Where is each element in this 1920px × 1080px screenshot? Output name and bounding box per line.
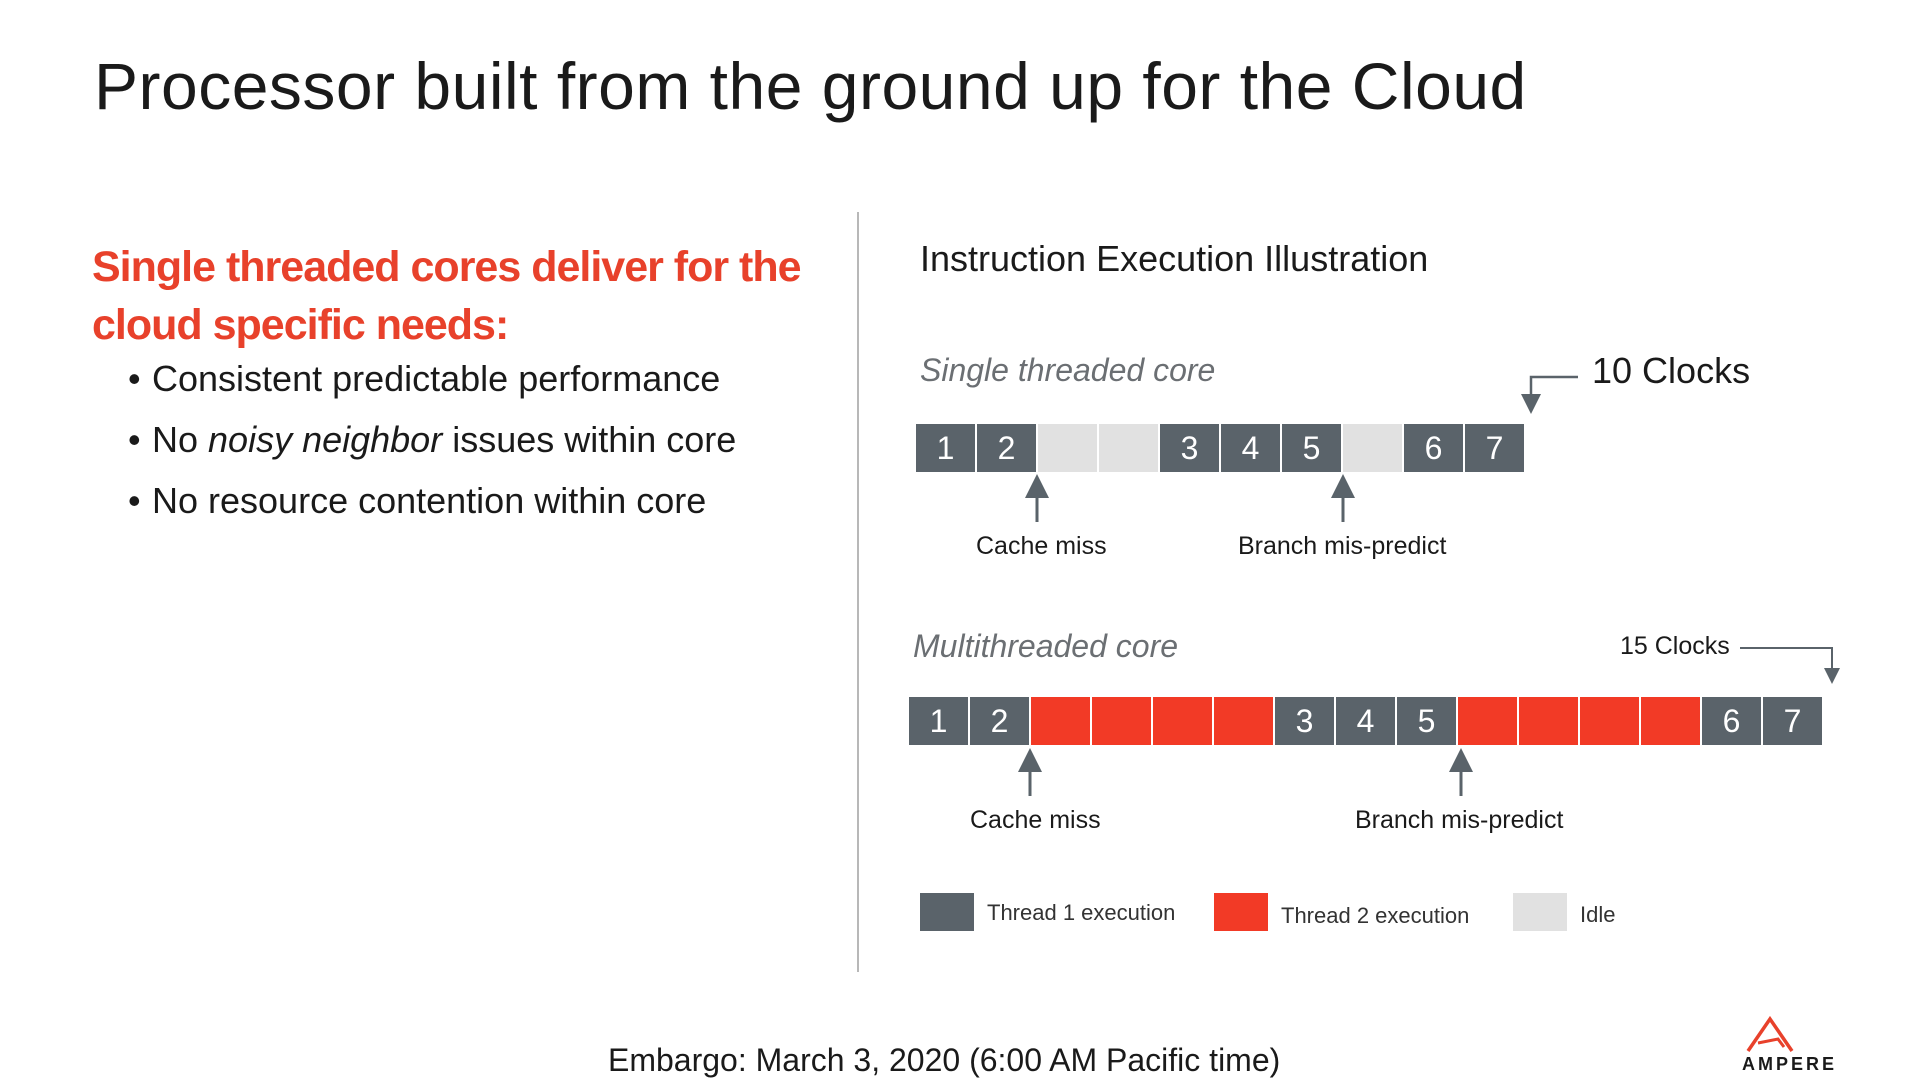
multi-cell-7: 3 <box>1275 697 1334 745</box>
single-cell-6: 4 <box>1221 424 1280 472</box>
vertical-divider <box>857 212 859 972</box>
slide-title: Processor built from the ground up for t… <box>94 49 1527 123</box>
multi-cell-1: 1 <box>909 697 968 745</box>
embargo-footer: Embargo: March 3, 2020 (6:00 AM Pacific … <box>608 1042 1281 1078</box>
multi-cell-9: 5 <box>1397 697 1456 745</box>
multi-cell-8: 4 <box>1336 697 1395 745</box>
single-core-clocks: 10 Clocks <box>1592 350 1751 391</box>
multi-cell-3 <box>1031 697 1090 745</box>
single-cell-9: 6 <box>1404 424 1463 472</box>
bullet-item: • No noisy neighbor issues within core <box>128 419 737 460</box>
legend-thread2-swatch <box>1214 893 1268 931</box>
left-headline: Single threaded cores deliver for the cl… <box>92 243 802 349</box>
multi-cell-15: 7 <box>1763 697 1822 745</box>
single-cell-2: 2 <box>977 424 1036 472</box>
legend-idle-label: Idle <box>1580 902 1616 927</box>
single-cell-10: 7 <box>1465 424 1524 472</box>
multi-cell-5 <box>1153 697 1212 745</box>
multi-cell-14: 6 <box>1702 697 1761 745</box>
single-core-label: Single threaded core <box>920 352 1216 388</box>
multi-core-clocks: 15 Clocks <box>1620 632 1730 660</box>
multi-cell-12 <box>1580 697 1639 745</box>
legend-thread2-label: Thread 2 execution <box>1281 903 1470 928</box>
single-cell-3 <box>1038 424 1097 472</box>
single-cell-1: 1 <box>916 424 975 472</box>
multi-cell-13 <box>1641 697 1700 745</box>
multi-cell-2: 2 <box>970 697 1029 745</box>
single-cell-4 <box>1099 424 1158 472</box>
legend-thread1-swatch <box>920 893 974 931</box>
multi-cell-6 <box>1214 697 1273 745</box>
fifteen-clocks-arrow-icon <box>1740 647 1840 684</box>
legend-thread1-label: Thread 1 execution <box>987 900 1176 925</box>
ampere-logo-icon <box>1746 1015 1794 1052</box>
multi-core-label: Multithreaded core <box>913 628 1179 664</box>
legend-idle-swatch <box>1513 893 1567 931</box>
diagram-title: Instruction Execution Illustration <box>920 238 1429 279</box>
multi-cache-miss-label: Cache miss <box>970 806 1101 834</box>
multi-cell-10 <box>1458 697 1517 745</box>
ten-clocks-arrow-icon <box>1521 375 1578 414</box>
single-cell-5: 3 <box>1160 424 1219 472</box>
ampere-logo-text: AMPERE <box>1742 1054 1838 1074</box>
multi-cell-4 <box>1092 697 1151 745</box>
single-cell-7: 5 <box>1282 424 1341 472</box>
multi-cell-11 <box>1519 697 1578 745</box>
bullet-list: • Consistent predictable performance • No … <box>128 358 736 541</box>
single-branch-mispredict-label: Branch mis-predict <box>1238 532 1447 560</box>
multi-branch-mispredict-label: Branch mis-predict <box>1355 806 1564 834</box>
bullet-item: • Consistent predictable performance <box>128 358 721 399</box>
single-cache-miss-label: Cache miss <box>976 532 1107 560</box>
bullet-item: • No resource contention within core <box>128 480 707 521</box>
single-cell-8 <box>1343 424 1402 472</box>
